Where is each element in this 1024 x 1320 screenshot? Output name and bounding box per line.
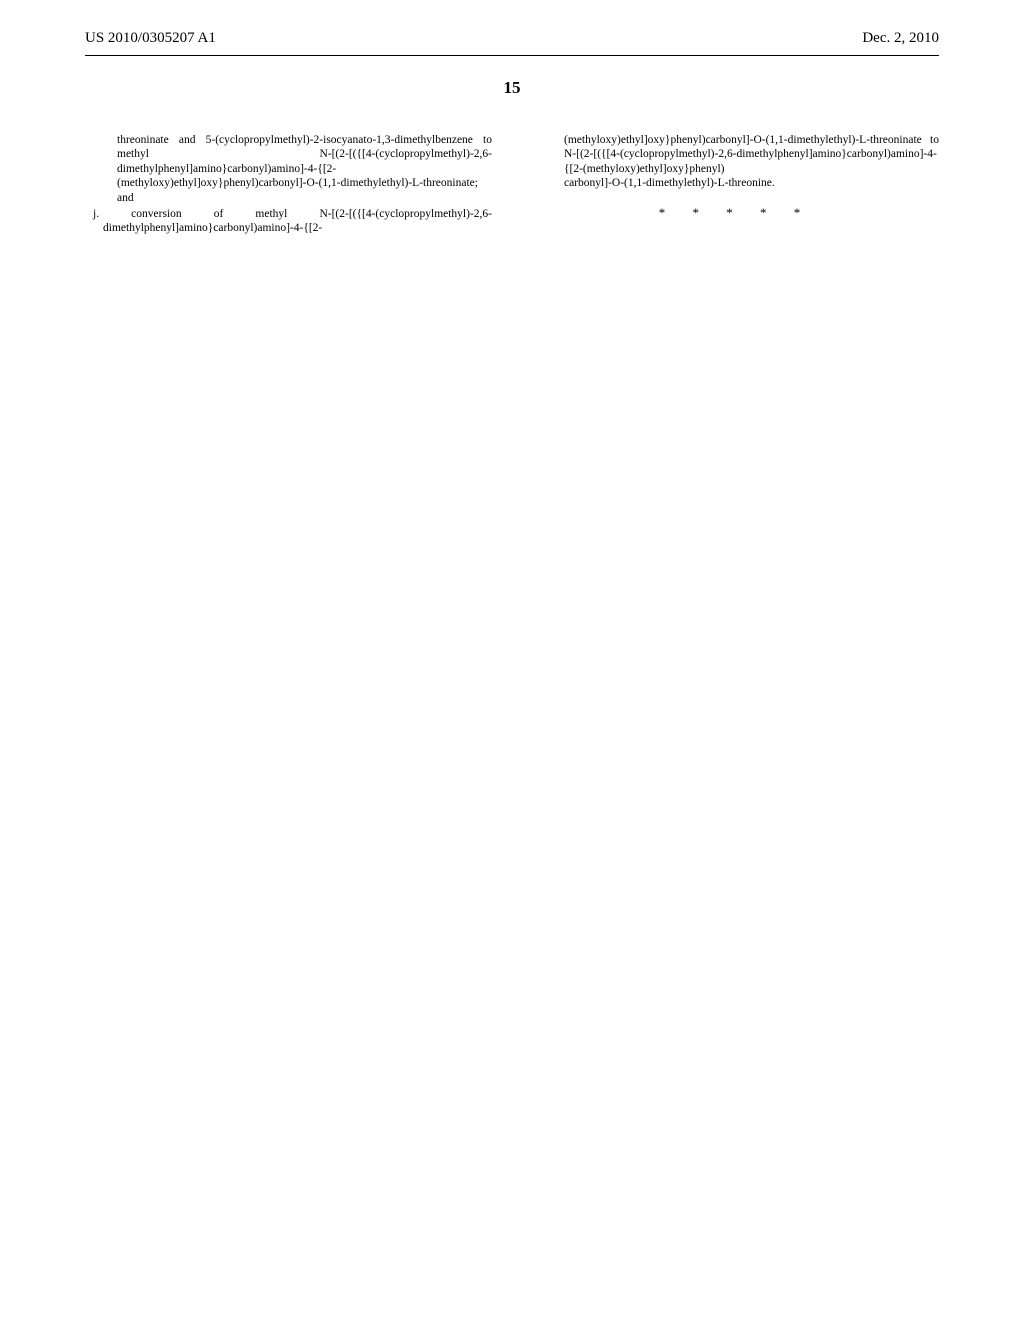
header-divider — [85, 55, 939, 56]
left-column: threoninate and 5-(cyclopropylmethyl)-2-… — [85, 133, 492, 236]
left-para-1: threoninate and 5-(cyclopropylmethyl)-2-… — [85, 133, 492, 205]
body-content: threoninate and 5-(cyclopropylmethyl)-2-… — [0, 133, 1024, 236]
right-para-1: (methyloxy)ethyl]oxy}phenyl)carbonyl]-O-… — [532, 133, 939, 176]
publication-number: US 2010/0305207 A1 — [85, 30, 216, 47]
publication-date: Dec. 2, 2010 — [862, 30, 939, 47]
page-header: US 2010/0305207 A1 Dec. 2, 2010 — [0, 0, 1024, 52]
right-column: (methyloxy)ethyl]oxy}phenyl)carbonyl]-O-… — [532, 133, 939, 221]
end-asterisks: * * * * * — [532, 205, 939, 221]
page-number: 15 — [0, 78, 1024, 98]
right-para-2: carbonyl]-O-(1,1-dimethylethyl)-L-threon… — [532, 176, 939, 190]
left-item-j: j. conversion of methyl N-[(2-[({[4-(cyc… — [85, 207, 492, 236]
